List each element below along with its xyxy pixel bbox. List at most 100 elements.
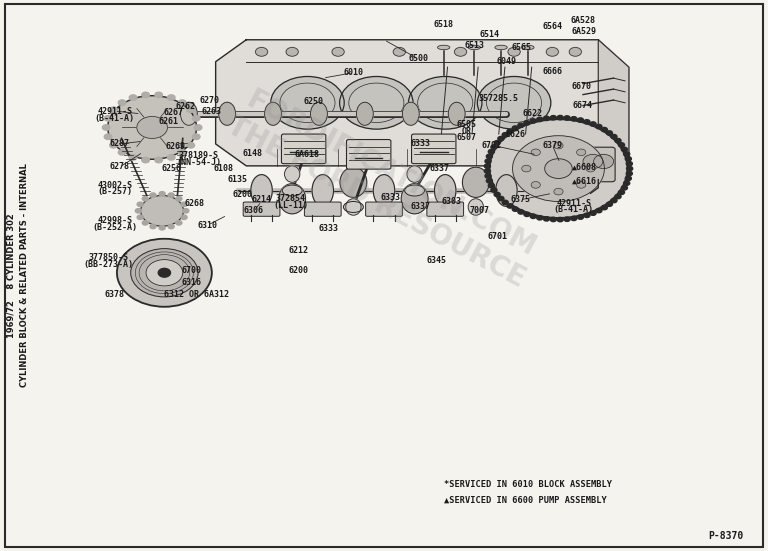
Circle shape: [104, 116, 112, 121]
FancyBboxPatch shape: [243, 202, 280, 217]
Ellipse shape: [402, 102, 419, 125]
Text: 6306: 6306: [244, 206, 264, 215]
Circle shape: [596, 125, 602, 129]
Circle shape: [624, 152, 630, 156]
Text: 6379: 6379: [542, 141, 562, 149]
Text: 6278: 6278: [110, 163, 130, 171]
Circle shape: [131, 249, 198, 297]
Ellipse shape: [495, 45, 507, 50]
Circle shape: [546, 47, 558, 56]
Text: 6256: 6256: [161, 164, 181, 173]
Circle shape: [176, 197, 182, 201]
Ellipse shape: [435, 175, 456, 207]
Circle shape: [498, 196, 504, 201]
Circle shape: [110, 107, 118, 112]
Circle shape: [586, 165, 595, 172]
Circle shape: [571, 117, 577, 121]
Circle shape: [498, 137, 504, 141]
Circle shape: [518, 210, 524, 214]
Circle shape: [508, 47, 520, 56]
Text: 6268: 6268: [185, 198, 205, 208]
Text: 6269: 6269: [166, 142, 186, 151]
Ellipse shape: [462, 167, 489, 197]
Text: 6212: 6212: [288, 246, 308, 255]
Text: 357285.5: 357285.5: [478, 94, 518, 104]
Circle shape: [256, 47, 268, 56]
Circle shape: [606, 131, 612, 135]
Ellipse shape: [449, 102, 465, 125]
Circle shape: [142, 92, 150, 98]
Circle shape: [584, 120, 590, 124]
Circle shape: [490, 119, 627, 218]
Circle shape: [618, 190, 624, 195]
FancyBboxPatch shape: [281, 134, 326, 164]
Circle shape: [158, 268, 170, 277]
Circle shape: [544, 116, 550, 121]
Circle shape: [183, 209, 189, 213]
Circle shape: [146, 260, 183, 286]
Text: 6262: 6262: [175, 102, 195, 111]
Text: (BB-273-A): (BB-273-A): [84, 260, 134, 269]
Circle shape: [150, 193, 156, 197]
Circle shape: [554, 142, 563, 149]
Text: OR: OR: [462, 127, 472, 136]
Circle shape: [550, 116, 556, 120]
Circle shape: [167, 155, 175, 160]
Text: 6333: 6333: [380, 193, 400, 202]
Circle shape: [524, 212, 530, 217]
Text: 6214: 6214: [252, 196, 272, 204]
Text: 6312 OR 6A312: 6312 OR 6A312: [164, 290, 229, 299]
Circle shape: [507, 129, 513, 133]
Circle shape: [512, 207, 518, 211]
Text: 42911-S: 42911-S: [97, 106, 132, 116]
Ellipse shape: [356, 102, 373, 125]
Circle shape: [150, 224, 156, 229]
Text: CYLINDER BLOCK & RELATED PARTS - INTERNAL: CYLINDER BLOCK & RELATED PARTS - INTERNA…: [20, 164, 29, 387]
Text: (NN-54-J): (NN-54-J): [177, 158, 221, 167]
Circle shape: [627, 166, 633, 171]
Circle shape: [129, 155, 137, 160]
Circle shape: [621, 186, 627, 190]
Circle shape: [108, 96, 197, 159]
Circle shape: [137, 116, 167, 138]
Circle shape: [491, 145, 497, 149]
Circle shape: [491, 188, 497, 192]
Circle shape: [518, 123, 524, 127]
Circle shape: [192, 116, 200, 121]
Circle shape: [625, 156, 631, 161]
Text: 372854: 372854: [276, 195, 306, 203]
Circle shape: [155, 157, 163, 163]
Circle shape: [524, 121, 530, 125]
Text: 6267: 6267: [164, 107, 184, 117]
Ellipse shape: [284, 166, 300, 182]
Text: 6333: 6333: [411, 139, 431, 148]
Ellipse shape: [265, 102, 281, 125]
Text: 6A529: 6A529: [572, 27, 597, 36]
Text: 6500: 6500: [409, 55, 429, 63]
Circle shape: [486, 179, 492, 183]
Circle shape: [488, 183, 495, 188]
FancyBboxPatch shape: [412, 134, 456, 164]
Circle shape: [110, 143, 118, 148]
Circle shape: [531, 149, 541, 155]
Text: ▲6608: ▲6608: [572, 163, 597, 171]
Circle shape: [194, 125, 202, 130]
Circle shape: [611, 198, 617, 203]
Text: 6250: 6250: [303, 96, 323, 106]
Text: 6333: 6333: [319, 224, 339, 234]
Text: FORDIFICATION.COM
THE FORD RESOURCE: FORDIFICATION.COM THE FORD RESOURCE: [223, 83, 545, 293]
Circle shape: [577, 149, 586, 155]
Circle shape: [159, 192, 165, 196]
Circle shape: [618, 143, 624, 147]
Text: 7007: 7007: [470, 206, 490, 215]
Ellipse shape: [346, 199, 361, 215]
Circle shape: [181, 202, 187, 207]
Text: 6507: 6507: [457, 133, 477, 142]
Circle shape: [118, 100, 126, 105]
Text: 6375: 6375: [510, 196, 530, 204]
Circle shape: [141, 196, 184, 226]
Text: 6A618: 6A618: [295, 150, 320, 159]
Text: 6270: 6270: [200, 95, 220, 105]
Circle shape: [332, 47, 344, 56]
Circle shape: [478, 77, 551, 129]
